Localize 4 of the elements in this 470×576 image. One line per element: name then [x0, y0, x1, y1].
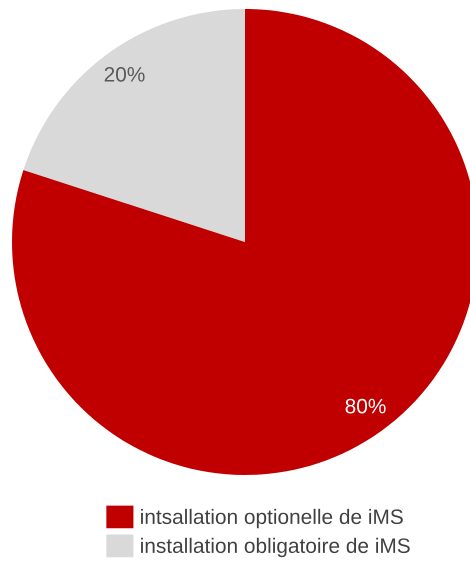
data-label: 80%	[346, 398, 386, 414]
legend-label: intsallation optionelle de iMS	[141, 508, 403, 528]
legend-label: installation obligatoire de iMS	[141, 538, 410, 558]
data-label: 20%	[104, 66, 145, 82]
